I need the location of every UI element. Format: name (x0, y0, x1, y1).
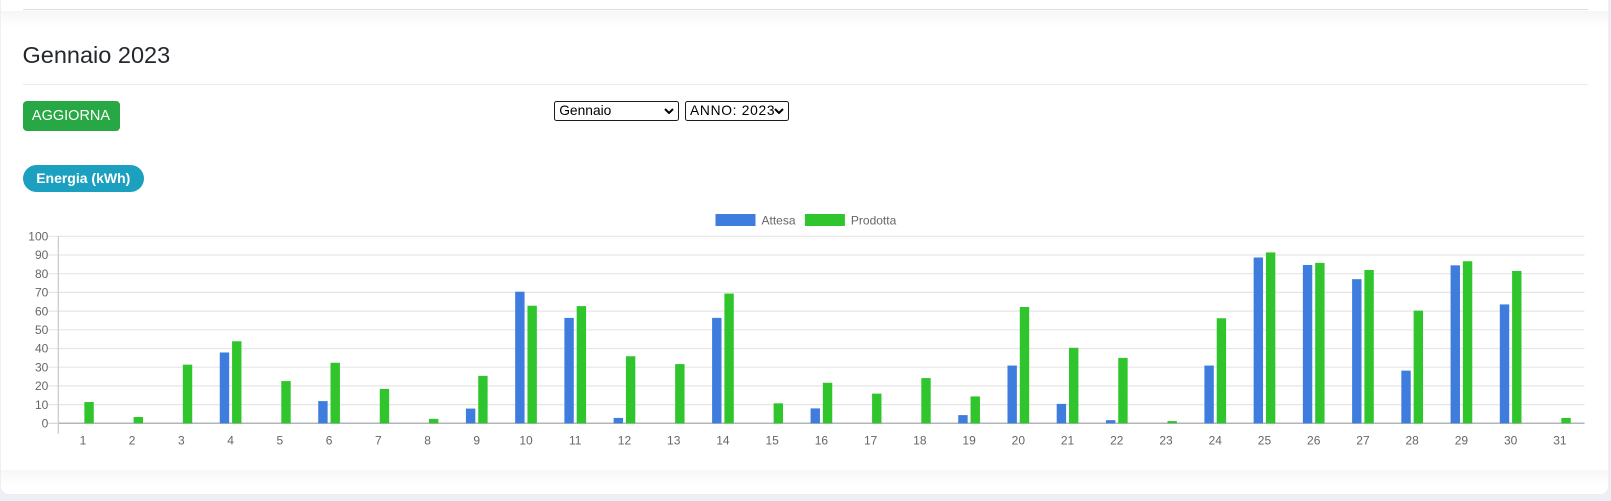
svg-text:2: 2 (129, 434, 136, 448)
svg-text:80: 80 (35, 267, 49, 281)
svg-text:10: 10 (519, 434, 533, 448)
svg-text:60: 60 (35, 304, 49, 318)
svg-text:18: 18 (913, 434, 927, 448)
svg-text:16: 16 (815, 434, 829, 448)
svg-text:25: 25 (1258, 434, 1272, 448)
svg-text:5: 5 (277, 434, 284, 448)
svg-text:9: 9 (473, 434, 480, 448)
svg-text:24: 24 (1209, 434, 1223, 448)
svg-text:0: 0 (42, 417, 49, 431)
svg-text:17: 17 (864, 434, 878, 448)
svg-text:100: 100 (28, 230, 48, 244)
svg-text:8: 8 (424, 434, 431, 448)
svg-text:30: 30 (35, 360, 49, 374)
svg-text:29: 29 (1455, 434, 1469, 448)
svg-text:20: 20 (35, 379, 49, 393)
svg-text:90: 90 (35, 248, 49, 262)
svg-text:19: 19 (962, 434, 976, 448)
svg-text:4: 4 (227, 434, 234, 448)
svg-text:23: 23 (1159, 434, 1173, 448)
svg-text:12: 12 (618, 434, 632, 448)
svg-text:1: 1 (80, 434, 87, 448)
svg-text:26: 26 (1307, 434, 1321, 448)
svg-text:70: 70 (35, 286, 49, 300)
svg-text:7: 7 (375, 434, 382, 448)
svg-text:30: 30 (1504, 434, 1518, 448)
svg-text:22: 22 (1110, 434, 1124, 448)
svg-text:20: 20 (1012, 434, 1026, 448)
svg-text:Attesa: Attesa (762, 213, 796, 227)
svg-text:14: 14 (716, 434, 730, 448)
svg-text:3: 3 (178, 434, 185, 448)
svg-text:31: 31 (1553, 434, 1567, 448)
svg-text:13: 13 (667, 434, 681, 448)
svg-text:21: 21 (1061, 434, 1075, 448)
svg-text:10: 10 (35, 398, 49, 412)
svg-text:40: 40 (35, 342, 49, 356)
svg-text:27: 27 (1356, 434, 1370, 448)
svg-text:50: 50 (35, 323, 49, 337)
svg-text:15: 15 (765, 434, 779, 448)
svg-text:Prodotta: Prodotta (851, 213, 897, 227)
svg-text:11: 11 (569, 434, 582, 448)
svg-text:6: 6 (326, 434, 333, 448)
svg-text:28: 28 (1406, 434, 1420, 448)
